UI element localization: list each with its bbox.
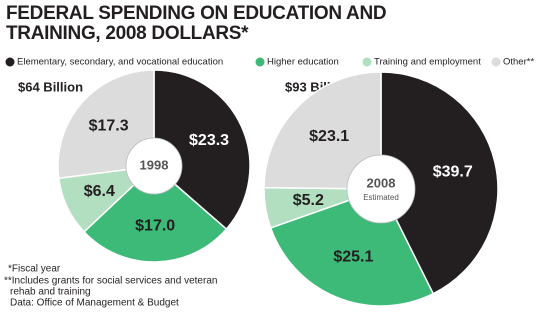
value-label: $39.7	[433, 163, 473, 180]
pie-slice	[153, 69, 251, 231]
value-label: $23.1	[309, 128, 349, 145]
pie-slice	[263, 71, 382, 190]
footnote: **Includes grants for social services an…	[4, 276, 217, 287]
center-label: 1998	[140, 157, 169, 172]
legend-swatch	[5, 57, 15, 67]
value-label: $25.1	[333, 249, 373, 266]
legend-swatch	[255, 57, 265, 67]
center-sublabel: Estimated	[363, 193, 399, 202]
pie-total: $64 Billion	[18, 79, 83, 94]
chart-title: FEDERAL SPENDING ON EDUCATION AND	[6, 3, 386, 24]
pie-hole	[125, 137, 183, 195]
legend-label: Training and employment	[374, 57, 481, 68]
center-label: 2008	[367, 175, 396, 190]
chart-title: TRAINING, 2008 DOLLARS*	[6, 23, 249, 44]
pie-slice	[83, 164, 228, 263]
value-label: $17.0	[135, 218, 175, 235]
legend-label: Other**	[503, 57, 534, 68]
legend-label: Higher education	[267, 57, 339, 68]
legend-swatch	[491, 57, 501, 67]
pie-slice	[380, 71, 499, 295]
value-label: $23.3	[189, 132, 229, 149]
value-label: $6.4	[84, 183, 115, 200]
footnote: *Fiscal year	[8, 264, 61, 275]
legend-swatch	[362, 57, 372, 67]
value-label: $5.2	[293, 192, 324, 209]
footnote: Data: Office of Management & Budget	[10, 298, 179, 309]
pie-hole	[346, 154, 416, 224]
legend-label: Elementary, secondary, and vocational ed…	[17, 57, 223, 68]
value-label: $17.3	[89, 117, 129, 134]
footnote: rehab and training	[10, 287, 91, 298]
